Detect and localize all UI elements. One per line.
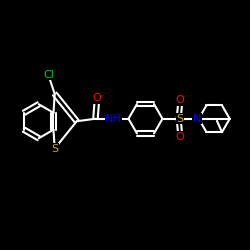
Text: NH: NH (105, 114, 122, 124)
Text: N: N (193, 114, 202, 124)
Text: Cl: Cl (43, 70, 54, 80)
Text: O: O (176, 132, 184, 142)
Text: S: S (176, 114, 183, 124)
Text: O: O (92, 93, 101, 103)
Text: S: S (51, 144, 58, 154)
Text: O: O (176, 96, 184, 106)
